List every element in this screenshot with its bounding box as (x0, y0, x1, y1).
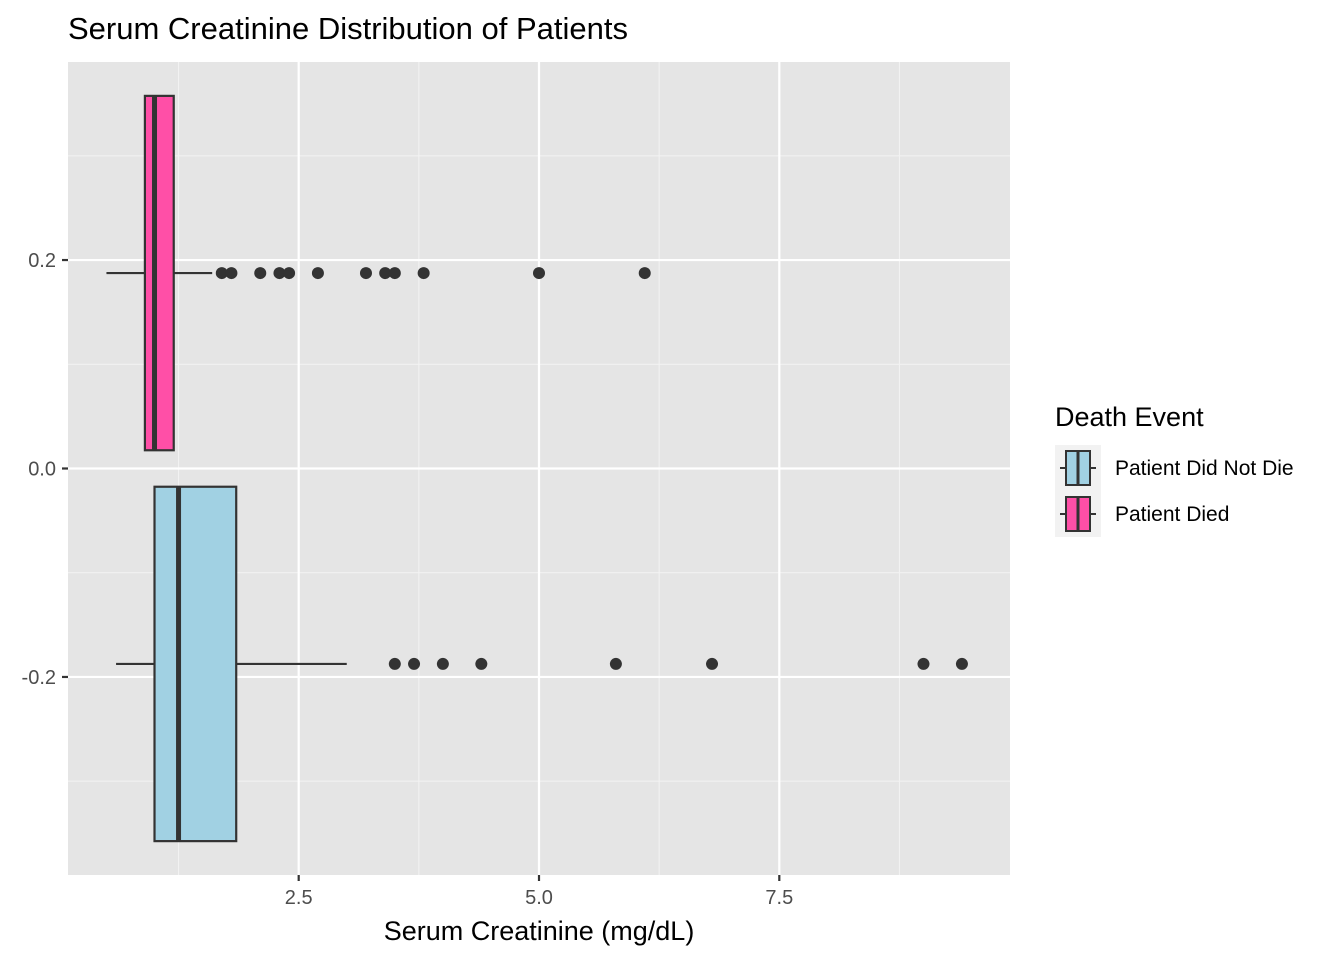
outlier-point-1-6 (359, 267, 372, 280)
x-tick-label-0: 2.5 (285, 887, 313, 909)
y-tick-label-0: 0.2 (28, 250, 56, 272)
outlier-point-1-4 (283, 267, 296, 280)
outlier-point-1-10 (533, 267, 545, 280)
outlier-point-1-3 (273, 267, 286, 280)
box-series-1 (106, 94, 651, 452)
legend-label-1: Patient Died (1115, 503, 1229, 526)
outlier-point-0-5 (706, 657, 719, 670)
outlier-point-0-4 (609, 657, 622, 670)
outlier-point-0-3 (475, 657, 488, 670)
outlier-point-1-7 (379, 267, 392, 280)
legend-label-0: Patient Did Not Die (1115, 457, 1294, 480)
x-tick-label-1: 5.0 (525, 887, 553, 909)
legend: Death Event Patient Did Not Die Patient D… (1055, 402, 1294, 537)
outlier-point-1-0 (215, 267, 228, 280)
box-series-0 (116, 485, 968, 843)
outlier-point-1-5 (311, 267, 324, 280)
chart-title: Serum Creatinine Distribution of Patient… (68, 11, 628, 46)
x-axis: 2.5 5.0 7.5 (285, 875, 793, 909)
box-0 (153, 485, 238, 843)
outlier-point-1-1 (225, 267, 238, 280)
x-axis-title: Serum Creatinine (mg/dL) (384, 916, 695, 946)
plot-panel (68, 62, 1010, 875)
y-tick-label-1: 0.0 (28, 459, 56, 481)
outlier-point-1-2 (254, 267, 267, 280)
y-axis: 0.2 0.0 -0.2 (22, 250, 68, 689)
outlier-point-0-6 (917, 657, 930, 670)
outlier-point-0-1 (408, 657, 421, 670)
legend-item-0: Patient Did Not Die (1055, 445, 1294, 491)
outlier-point-1-9 (417, 267, 430, 280)
legend-item-1: Patient Died (1055, 491, 1229, 537)
outlier-point-1-11 (638, 267, 651, 280)
outlier-point-0-7 (955, 657, 968, 670)
outlier-point-0-2 (436, 657, 449, 670)
x-tick-label-2: 7.5 (765, 887, 793, 909)
legend-title: Death Event (1055, 402, 1204, 432)
box-1 (143, 94, 175, 452)
outlier-point-1-8 (388, 267, 401, 280)
y-tick-label-2: -0.2 (22, 667, 56, 689)
outlier-point-0-0 (388, 657, 401, 670)
